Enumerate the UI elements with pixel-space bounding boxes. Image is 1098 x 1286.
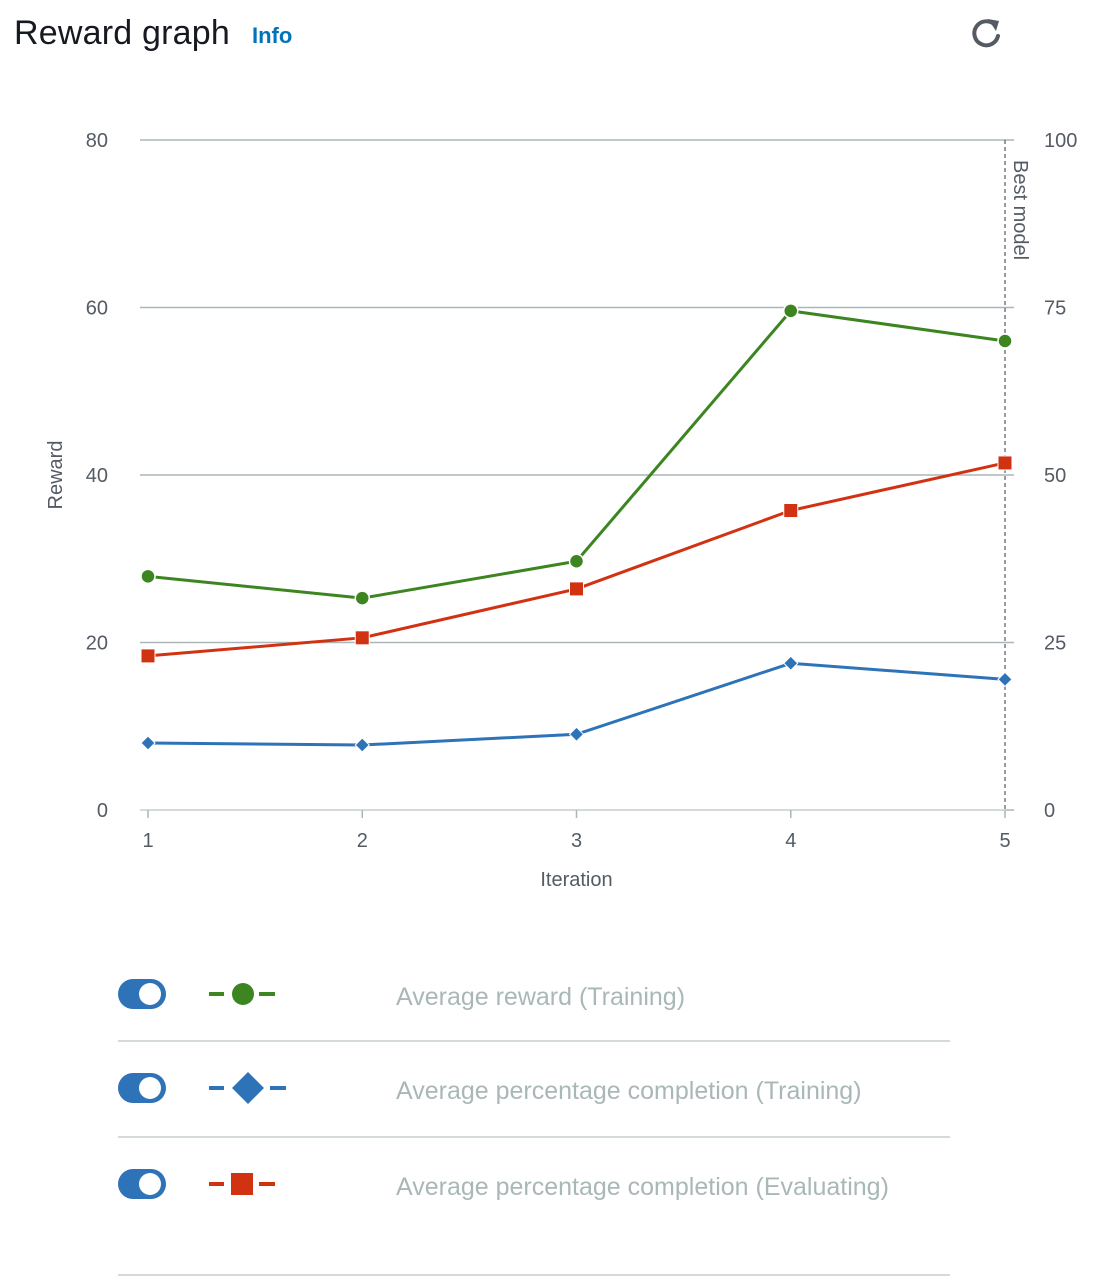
legend-label: Average reward (Training)	[396, 983, 686, 1011]
x-tick-label: 1	[142, 830, 153, 852]
refresh-icon	[972, 19, 1000, 48]
x-tick-label: 3	[571, 830, 582, 852]
series-toggle[interactable]	[118, 1073, 166, 1103]
y-tick-label: 0	[97, 800, 108, 822]
circle-marker-icon	[209, 983, 275, 1005]
x-tick-label: 4	[785, 830, 796, 852]
legend-label: Average percentage completion (Training)	[396, 1077, 862, 1105]
data-point-square	[569, 581, 584, 597]
data-point-diamond	[568, 726, 585, 742]
diamond-marker-icon	[209, 1072, 286, 1104]
legend-label: Average percentage completion (Evaluatin…	[396, 1173, 889, 1201]
square-marker-icon	[209, 1173, 275, 1195]
y-tick-label: 20	[86, 633, 108, 655]
page-title: Reward graph	[14, 13, 230, 52]
y2-tick-label: 100	[1044, 130, 1077, 152]
y-tick-label: 60	[86, 298, 108, 320]
info-link[interactable]: Info	[251, 23, 293, 48]
chart-legend: Average reward (Training) Average percent…	[118, 948, 950, 1276]
data-point-circle	[568, 553, 585, 570]
y2-tick-label: 0	[1044, 800, 1055, 822]
data-point-circle	[783, 303, 799, 319]
legend-item: Average reward (Training)	[118, 948, 950, 1042]
data-point-diamond	[997, 671, 1013, 688]
legend-item: Average percentage completion (Training)	[118, 1042, 950, 1138]
x-tick-label: 5	[999, 830, 1010, 852]
series-toggle[interactable]	[118, 979, 166, 1009]
data-point-circle	[997, 333, 1013, 349]
y-tick-label: 80	[86, 130, 108, 152]
y2-tick-label: 50	[1044, 465, 1066, 487]
data-point-circle	[140, 568, 156, 585]
data-point-diamond	[783, 655, 799, 671]
y2-tick-label: 75	[1044, 298, 1066, 320]
reward-chart: 0 20 40 60 80 0 25 50 75 100 1 2 3 4 5 Best model Reward…	[45, 130, 1077, 891]
y2-tick-label: 25	[1044, 633, 1066, 655]
legend-item: Average percentage completion (Evaluatin…	[118, 1138, 950, 1276]
series-toggle[interactable]	[118, 1169, 166, 1199]
toggle-knob	[139, 1077, 161, 1099]
data-point-square	[140, 648, 156, 664]
data-point-circle	[354, 590, 370, 606]
data-point-square	[783, 503, 799, 519]
best-model-label: Best model	[1009, 160, 1031, 260]
graph-header: Reward graph Info	[14, 8, 292, 58]
toggle-knob	[139, 1173, 161, 1195]
data-point-diamond	[140, 735, 156, 751]
x-tick-label: 2	[357, 830, 368, 852]
y-axis-label: Reward	[45, 441, 67, 510]
y-tick-label: 40	[86, 465, 108, 487]
refresh-button[interactable]	[966, 14, 1006, 54]
x-axis-label: Iteration	[540, 869, 612, 891]
data-point-square	[354, 630, 370, 646]
data-point-square	[997, 455, 1013, 471]
data-point-diamond	[354, 737, 370, 753]
toggle-knob	[139, 983, 161, 1005]
